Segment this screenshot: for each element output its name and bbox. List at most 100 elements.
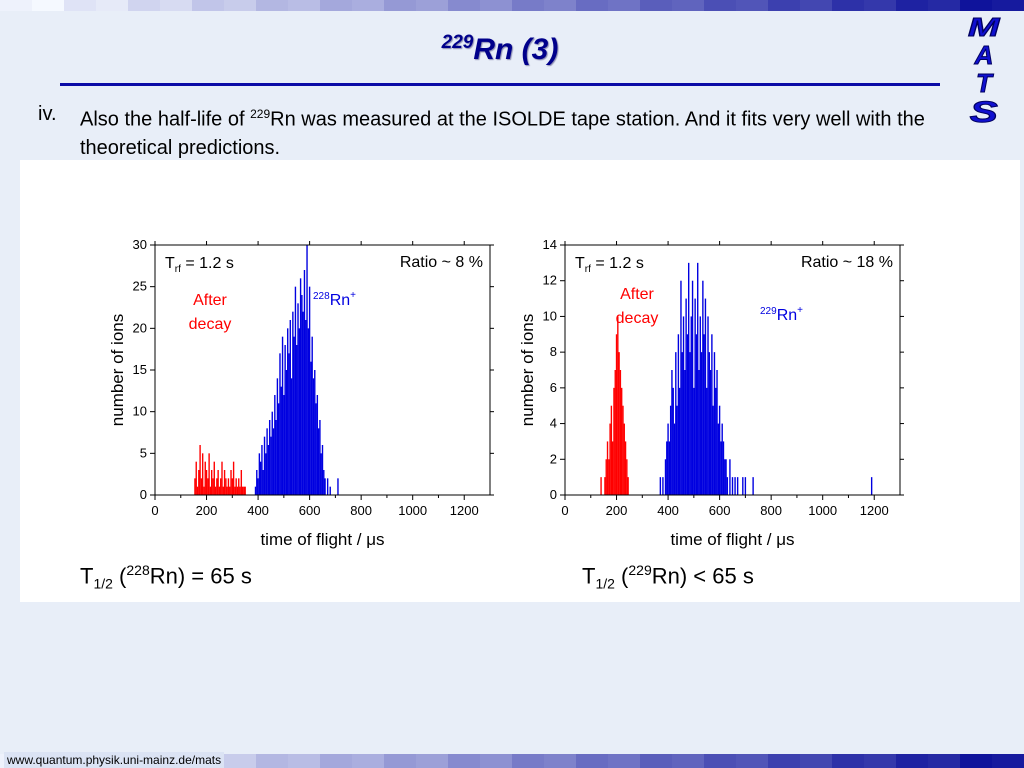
histogram-bar	[693, 387, 695, 495]
bar-cell	[896, 0, 928, 11]
histogram-bar	[615, 334, 618, 495]
after-decay-label-line2: decay	[616, 310, 659, 327]
histogram-bar	[731, 477, 734, 495]
bar-cell	[128, 0, 160, 11]
histogram-bar	[296, 345, 298, 495]
histogram-bar	[205, 470, 208, 495]
histogram-bar	[199, 445, 201, 495]
logo-letter-a: A	[974, 40, 994, 70]
bar-cell	[480, 754, 512, 768]
histogram-bar	[622, 405, 624, 495]
histogram-bar	[230, 470, 232, 495]
half-life-229: T1/2 (229Rn) < 65 s	[582, 562, 754, 592]
y-tick-label: 6	[550, 380, 557, 395]
after-decay-label-line1: After	[193, 292, 227, 309]
chart-panel: 0 200 400 600 800 1000 1200 0 5 10 15 20 25 30 time of…	[20, 160, 1020, 602]
histogram-bar	[662, 477, 664, 495]
bar-cell	[928, 0, 960, 11]
histogram-bar	[292, 311, 294, 495]
bar-cell	[832, 0, 864, 11]
ratio-label: Ratio ~ 8 %	[400, 254, 483, 271]
bar-cell	[640, 0, 672, 11]
histogram-bar	[234, 486, 236, 495]
histogram-bar	[697, 262, 699, 495]
histogram-bar	[324, 478, 326, 495]
histogram-bar	[285, 370, 288, 495]
histogram-bar	[274, 395, 276, 495]
y-tick-label: 10	[133, 404, 147, 419]
trf-sub: rf	[585, 264, 591, 275]
x-tick-label: 200	[196, 503, 218, 518]
histogram-bar	[231, 478, 234, 495]
histogram-bar	[229, 486, 231, 495]
bar-cell	[0, 0, 32, 11]
logo-letter-t: T	[976, 68, 994, 98]
histogram-bar	[299, 278, 302, 495]
bar-cell	[864, 754, 896, 768]
histogram-bar	[725, 459, 727, 495]
peak-element: Rn	[330, 292, 350, 309]
histogram-bar	[288, 353, 290, 495]
histogram-bar	[239, 486, 241, 495]
histogram-bar	[619, 370, 622, 495]
series-1	[254, 245, 339, 495]
formula-sup: 229	[628, 562, 652, 578]
histogram-bar	[208, 453, 210, 495]
histogram-bar	[198, 470, 200, 495]
bar-cell	[928, 754, 960, 768]
histogram-bar	[283, 395, 285, 495]
histogram-bar	[227, 478, 230, 495]
histogram-bar	[742, 477, 744, 495]
histogram-bar	[317, 428, 320, 495]
formula-t: T	[582, 563, 596, 589]
right-histogram: 0 200 400 600 800 1000 1200 0 2 4 6 8 10 12 14 time of …	[518, 237, 904, 549]
histogram-bar	[217, 470, 219, 495]
bar-cell	[384, 0, 416, 11]
histogram-bar	[870, 477, 873, 495]
histogram-bar	[620, 387, 623, 495]
histogram-bar	[214, 486, 217, 495]
peak-ion-label: 228Rn+	[313, 290, 356, 309]
title-superscript: 229	[441, 32, 474, 53]
formula-rest: Rn) = 65 s	[149, 563, 252, 589]
trf-t: T	[165, 255, 175, 272]
histogram-bar	[268, 420, 271, 495]
histogram-bar	[267, 445, 270, 495]
x-tick-label: 1200	[450, 503, 479, 518]
histogram-bar	[744, 477, 747, 495]
histogram-bar	[689, 352, 691, 495]
series-1	[659, 262, 873, 495]
bar-cell	[352, 0, 384, 11]
histogram-bar	[220, 478, 222, 495]
histogram-bar	[240, 470, 243, 495]
x-tick-label: 200	[606, 503, 628, 518]
histogram-bar	[664, 459, 667, 495]
slide-title: 229Rn (3)	[0, 32, 1000, 67]
bar-cell	[96, 0, 128, 11]
histogram-bar	[263, 436, 266, 495]
y-tick-label: 30	[133, 237, 147, 252]
bar-cell	[512, 754, 544, 768]
x-axis-label: time of flight / μs	[670, 530, 794, 549]
histogram-bar	[720, 441, 722, 495]
y-tick-label: 12	[543, 273, 557, 288]
x-axis-label: time of flight / μs	[260, 530, 384, 549]
histogram-bar	[600, 477, 602, 495]
after-decay-label-line1: After	[620, 286, 654, 303]
histogram-bar	[310, 361, 312, 495]
bar-cell	[64, 0, 96, 11]
bullet-text-part1: Also the half-life of	[80, 108, 251, 131]
histogram-bar	[623, 423, 625, 495]
histogram-bar	[677, 334, 680, 495]
histogram-bar	[626, 459, 628, 495]
bar-cell	[256, 0, 288, 11]
bullet-marker: iv.	[38, 103, 57, 125]
bar-cell	[480, 0, 512, 11]
trf-label: Trf = 1.2 s	[575, 255, 644, 275]
histogram-bar	[707, 316, 709, 495]
histogram-bar	[712, 405, 714, 495]
histogram-bar	[302, 311, 304, 495]
bar-cell	[224, 754, 256, 768]
histogram-bar	[287, 328, 289, 495]
histogram-bar	[216, 478, 218, 495]
